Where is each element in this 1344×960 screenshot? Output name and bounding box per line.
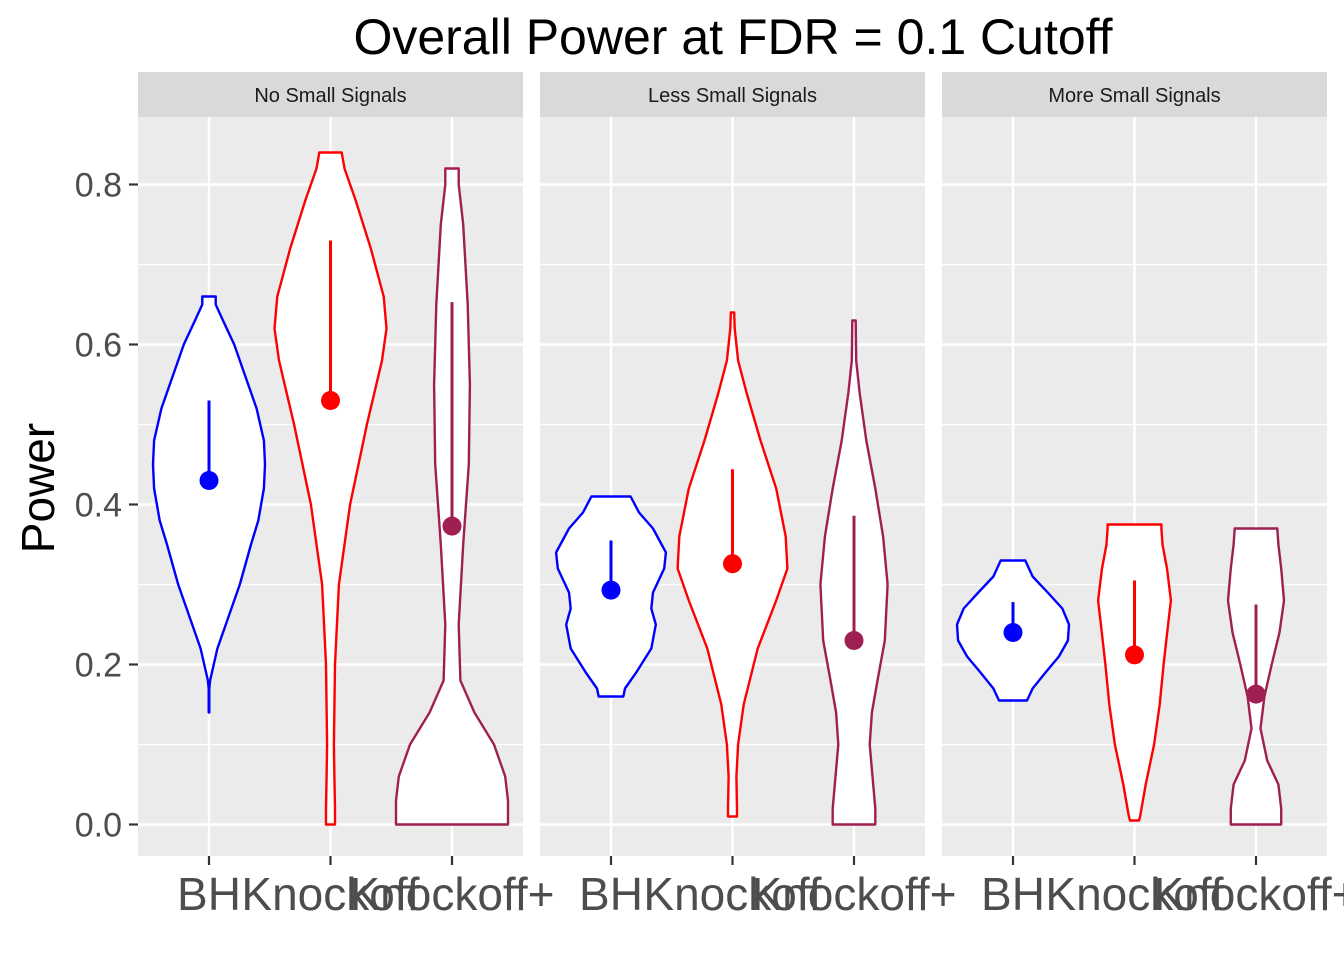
y-axis-label: Power [12, 423, 64, 553]
facet-strip [942, 72, 1327, 117]
y-axis: 0.0 0.2 0.4 0.6 0.8 [75, 167, 138, 845]
y-tick-label: 0.2 [75, 647, 122, 685]
x-tick-label: BH [981, 868, 1045, 920]
x-tick-label: BH [579, 868, 643, 920]
median-point [601, 580, 621, 600]
facet-strip-label: Less Small Signals [648, 85, 817, 107]
y-tick-label: 0.8 [75, 167, 122, 205]
x-tick-label: BH [177, 868, 241, 920]
x-tick-label: Knockoff+ [349, 868, 554, 920]
median-point [1003, 623, 1023, 642]
y-tick-label: 0.4 [75, 487, 122, 525]
chart-title: Overall Power at FDR = 0.1 Cutoff [353, 9, 1112, 65]
facet-strip [138, 72, 523, 117]
x-tick-label: Knockoff+ [751, 868, 956, 920]
y-tick-label: 0.6 [75, 327, 122, 365]
x-tick-label: Knockoff [241, 868, 419, 920]
median-point [442, 516, 462, 536]
median-point [1246, 684, 1266, 704]
x-tick-label: Knockoff [643, 868, 821, 920]
y-tick-label: 0.0 [75, 807, 122, 845]
facet-strip-label: More Small Signals [1048, 85, 1220, 107]
median-point [199, 471, 219, 490]
violin-shape [1096, 523, 1173, 822]
median-point [321, 391, 340, 410]
facet-strip [540, 72, 925, 117]
facet-strip-label: No Small Signals [254, 85, 406, 107]
violin-shape [273, 151, 388, 826]
median-point [844, 631, 864, 650]
median-point [723, 554, 742, 574]
x-tick-label: Knockoff [1045, 868, 1223, 920]
x-tick-label: Knockoff+ [1153, 868, 1344, 920]
median-point [1125, 645, 1144, 665]
violin-shape [151, 295, 267, 714]
